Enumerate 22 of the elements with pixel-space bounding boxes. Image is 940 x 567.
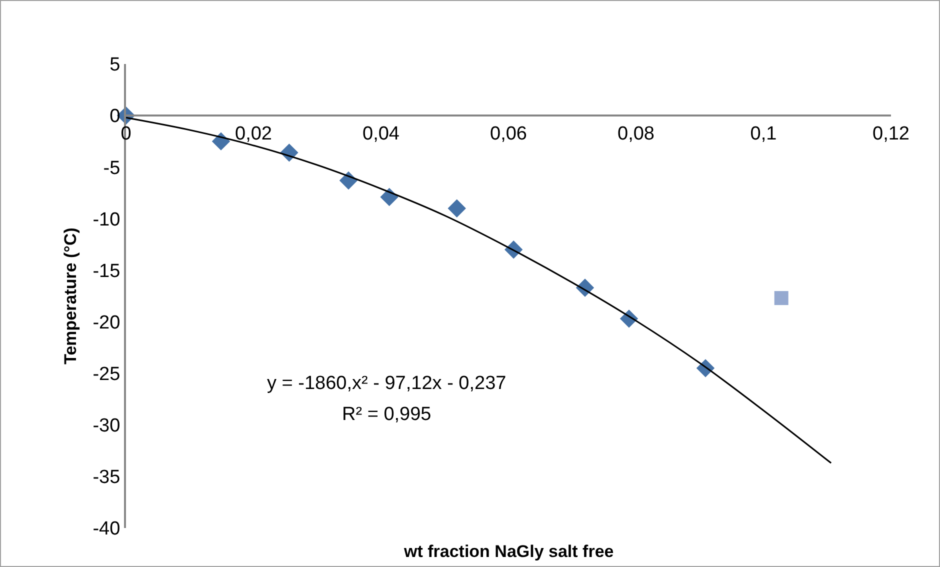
y-tick-label: -15 xyxy=(92,260,120,282)
y-tick-label: -30 xyxy=(92,416,120,437)
annotation: R² = 0,995 xyxy=(342,404,432,425)
x-tick-label: 0,1 xyxy=(750,123,777,144)
y-tick-label: 0 xyxy=(110,106,120,128)
x-tick-label: 0,04 xyxy=(362,123,400,144)
x-tick-label: 0,08 xyxy=(618,123,654,144)
y-tick-label: -35 xyxy=(92,467,120,488)
point xyxy=(774,291,788,306)
y-axis-title: Temperature (°C) xyxy=(60,228,80,364)
x-tick-label: 0,02 xyxy=(235,123,272,144)
annotation: y = -1860,x² - 97,12x - 0,237 xyxy=(267,373,506,394)
y-tick-label: -40 xyxy=(92,518,120,540)
y-tick-label: -10 xyxy=(92,209,120,230)
y-tick-label: 5 xyxy=(110,54,120,76)
x-tick-label: 0,12 xyxy=(872,123,910,144)
y-tick-label: -5 xyxy=(103,158,120,179)
x-tick-label: 0,06 xyxy=(490,123,527,144)
y-tick-label: -25 xyxy=(92,364,120,385)
y-tick-label: -20 xyxy=(92,312,120,334)
point xyxy=(448,199,466,218)
x-axis-title: wt fraction NaGly salt free xyxy=(403,542,614,561)
